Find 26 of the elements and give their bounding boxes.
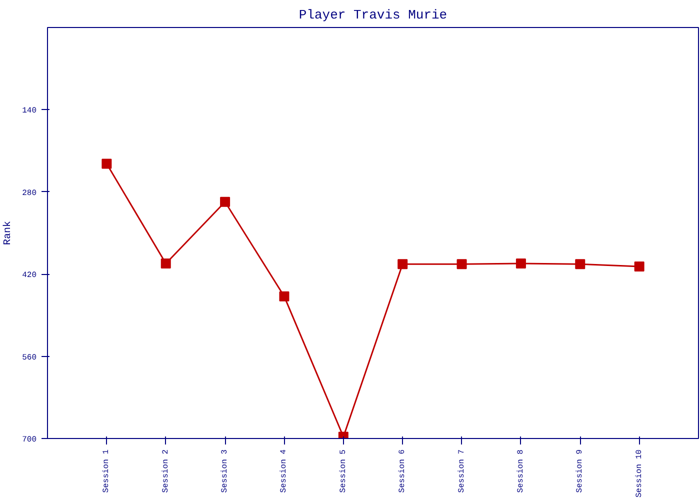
x-tick-label: Session 3 — [220, 449, 230, 493]
y-tick-label: 140 — [22, 106, 37, 116]
x-tick-label: Session 6 — [398, 449, 408, 493]
point — [456, 259, 467, 270]
x-tick-label: Session 9 — [576, 449, 585, 493]
point — [279, 291, 290, 302]
x-tick-label: Session 2 — [161, 449, 170, 493]
x-tick-label: Session 7 — [457, 449, 466, 493]
x-tick-label: Session 4 — [280, 449, 289, 493]
point — [102, 158, 112, 169]
x-tick-label: Session 8 — [516, 449, 526, 493]
y-axis-title: Rank — [2, 220, 14, 245]
y-tick-label: 560 — [22, 353, 37, 362]
point — [398, 259, 408, 270]
x-tick-label: Session 5 — [338, 449, 348, 493]
point — [575, 259, 586, 270]
y-tick-label: 420 — [22, 271, 37, 280]
point — [220, 196, 230, 207]
y-tick-label: 280 — [22, 188, 37, 198]
x-tick-label: Session 10 — [634, 449, 644, 498]
x-tick-label: Session 1 — [102, 449, 112, 493]
y-tick-label: 700 — [22, 436, 37, 444]
point — [160, 258, 171, 269]
point — [516, 258, 526, 269]
point — [634, 261, 644, 272]
chart-title: Player Travis Murie — [298, 8, 448, 22]
